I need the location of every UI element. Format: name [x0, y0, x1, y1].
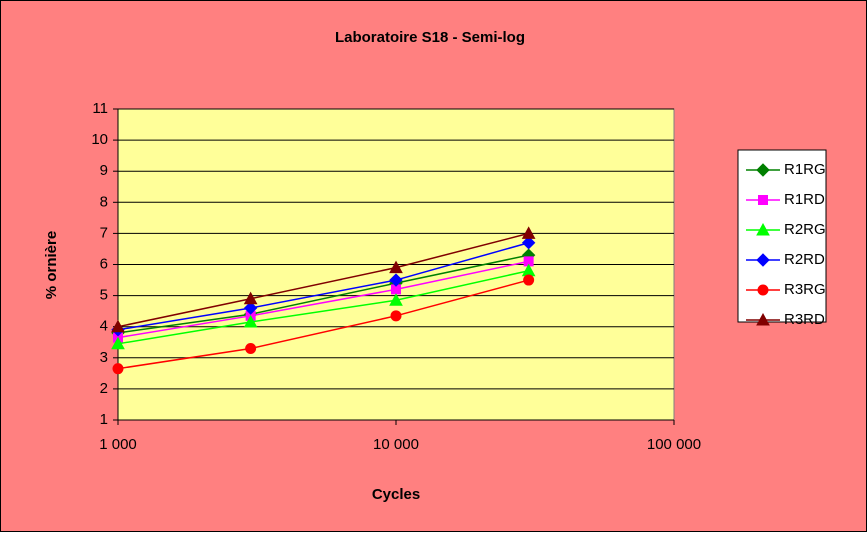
legend-marker: [758, 195, 768, 205]
legend-label: R1RG: [784, 161, 826, 178]
x-tick-label: 10 000: [373, 436, 419, 453]
y-tick-label: 4: [100, 318, 108, 335]
data-point: [245, 342, 257, 354]
chart-title: Laboratoire S18 - Semi-log: [335, 29, 525, 46]
x-tick-label: 100 000: [647, 436, 701, 453]
legend-label: R1RD: [784, 191, 825, 208]
legend-marker: [757, 284, 769, 296]
data-point: [389, 260, 403, 274]
y-tick-label: 8: [100, 193, 108, 210]
legend-label: R3RG: [784, 281, 826, 298]
y-tick-label: 10: [91, 131, 108, 148]
y-tick-label: 2: [100, 380, 108, 397]
series-line: [117, 254, 529, 334]
x-tick-label: 1 000: [99, 436, 137, 453]
y-tick-label: 11: [92, 100, 108, 117]
data-point: [389, 293, 403, 306]
data-point: [523, 274, 535, 286]
series-line: [117, 260, 529, 339]
series-line: [117, 232, 529, 328]
data-point: [389, 273, 403, 287]
series-line: [117, 242, 529, 331]
legend-marker: [756, 253, 770, 267]
legend-label: R3RD: [784, 311, 825, 328]
data-point: [243, 291, 258, 305]
data-point: [243, 314, 258, 328]
series-line: [117, 279, 529, 370]
y-tick-label: 5: [100, 287, 108, 304]
legend-label: R2RD: [784, 251, 825, 268]
x-axis-label: Cycles: [372, 486, 420, 503]
data-point: [111, 336, 125, 350]
series-line: [117, 269, 529, 345]
y-tick-label: 1: [100, 411, 108, 428]
legend: [737, 149, 827, 323]
y-tick-label: 3: [100, 349, 108, 366]
legend-marker: [756, 312, 770, 326]
y-tick-label: 7: [100, 224, 108, 241]
data-point: [521, 236, 536, 250]
data-point: [243, 301, 258, 315]
y-axis-label: % ornière: [43, 231, 60, 299]
data-point: [111, 319, 125, 333]
legend-label: R2RG: [784, 221, 826, 238]
data-point: [521, 226, 536, 239]
legend-marker: [756, 222, 770, 236]
data-point: [112, 363, 124, 375]
legend-marker: [756, 163, 770, 177]
data-point: [390, 310, 402, 322]
y-tick-label: 6: [100, 255, 108, 272]
y-tick-label: 9: [100, 162, 108, 179]
